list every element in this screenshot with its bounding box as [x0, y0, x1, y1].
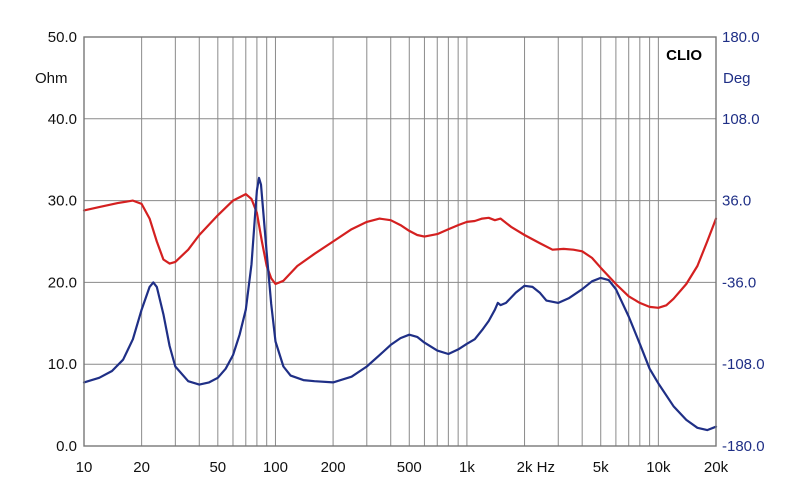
left-tick-label: 20.0	[48, 274, 77, 291]
right-tick-label: 108.0	[722, 111, 760, 128]
x-tick-labels: 10 20 50 100 200 500 1k 2k Hz 5k 10k 20k	[76, 459, 729, 476]
impedance-curve	[82, 193, 718, 309]
right-tick-label: 36.0	[722, 193, 751, 210]
right-tick-label: 180.0	[722, 29, 760, 46]
left-tick-label: 10.0	[48, 356, 77, 373]
right-tick-label: -108.0	[722, 356, 765, 373]
right-axis-unit: Deg	[723, 70, 751, 87]
x-tick-label: 10	[76, 459, 93, 476]
x-gridlines	[141, 37, 659, 446]
plot-frame	[83, 36, 717, 447]
plot-background	[84, 37, 716, 446]
left-tick-label: 30.0	[48, 193, 77, 210]
left-tick-label: 0.0	[56, 438, 77, 455]
x-tick-label: 20	[133, 459, 150, 476]
series-layer	[82, 176, 718, 432]
brand-label: CLIO	[666, 47, 702, 64]
x-tick-label: 5k	[593, 459, 609, 476]
left-tick-labels: 0.0 10.0 20.0 30.0 40.0 50.0	[48, 29, 77, 455]
left-axis-unit: Ohm	[35, 70, 68, 87]
x-tick-label: 1k	[459, 459, 475, 476]
x-tick-label: 200	[321, 459, 346, 476]
x-tick-label: 50	[209, 459, 226, 476]
right-tick-label: -36.0	[722, 274, 756, 291]
x-tick-label: 500	[397, 459, 422, 476]
left-tick-label: 40.0	[48, 111, 77, 128]
x-tick-label: 100	[263, 459, 288, 476]
right-tick-labels: -180.0 -108.0 -36.0 36.0 108.0 180.0	[722, 29, 765, 455]
x-tick-label: 20k	[704, 459, 729, 476]
x-tick-label: 10k	[646, 459, 671, 476]
phase-curve	[82, 176, 718, 432]
right-tick-label: -180.0	[722, 438, 765, 455]
x-tick-label: 2k Hz	[517, 459, 555, 476]
left-tick-label: 50.0	[48, 29, 77, 46]
